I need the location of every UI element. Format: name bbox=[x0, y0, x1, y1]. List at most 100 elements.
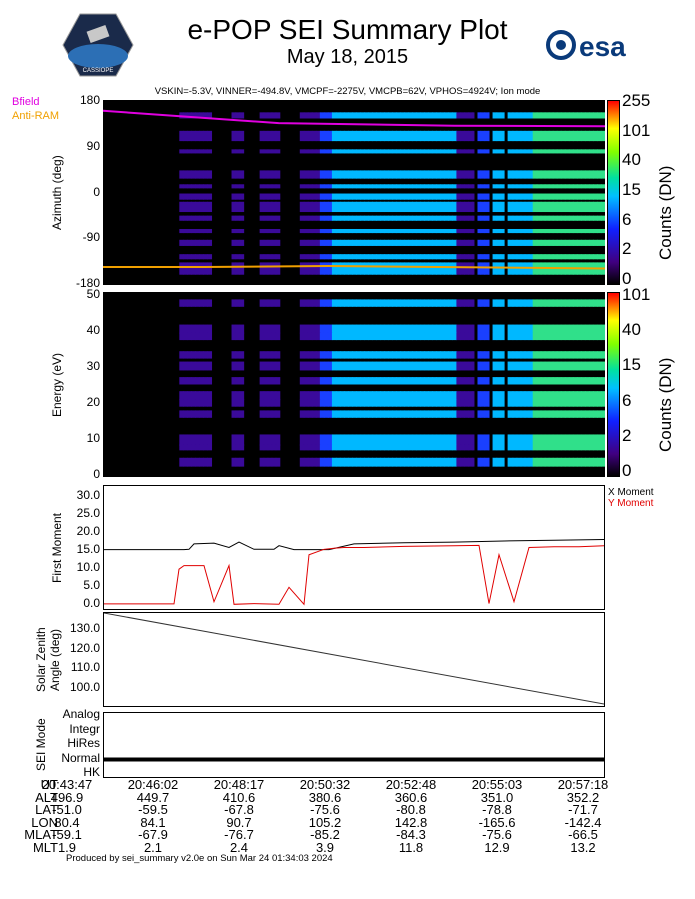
heatmap-cell bbox=[179, 228, 184, 234]
heatmap-cell bbox=[319, 254, 325, 260]
heatmap-cell bbox=[596, 184, 602, 189]
heatmap-cell bbox=[239, 130, 245, 142]
heatmap-cell bbox=[368, 184, 373, 189]
heatmap-cell bbox=[380, 324, 385, 334]
heatmap-cell bbox=[271, 399, 277, 407]
heatmap-cell bbox=[179, 299, 184, 307]
heatmap-cell bbox=[464, 391, 470, 401]
heatmap-cell bbox=[408, 228, 413, 234]
heatmap-cell bbox=[271, 444, 277, 451]
heatmap-cell bbox=[416, 193, 421, 200]
heatmap-cell bbox=[516, 457, 522, 467]
heatmap-cell bbox=[464, 228, 470, 234]
heatmap-cell bbox=[307, 130, 313, 142]
heatmap-cell bbox=[319, 228, 325, 234]
heatmap-cell bbox=[311, 201, 317, 213]
heatmap-cell bbox=[360, 254, 365, 260]
table-cell: -75.6 bbox=[482, 827, 512, 842]
colorbar-tick-label: 101 bbox=[622, 120, 651, 140]
heatmap-cell bbox=[319, 351, 325, 359]
heatmap-cell bbox=[436, 332, 441, 341]
heatmap-cell bbox=[476, 130, 482, 142]
heatmap-cell bbox=[452, 193, 458, 200]
heatmap-cell bbox=[307, 399, 313, 407]
heatmap-cell bbox=[195, 184, 200, 189]
table-cell: -51.0 bbox=[52, 802, 82, 817]
heatmap-cell bbox=[408, 410, 413, 418]
heatmap-cell bbox=[404, 239, 409, 246]
heatmap-cell bbox=[584, 112, 590, 119]
heatmap-cell bbox=[392, 193, 397, 200]
colorbar-tick-label: 6 bbox=[622, 390, 632, 410]
heatmap-cell bbox=[456, 299, 462, 307]
heatmap-cell bbox=[183, 193, 188, 200]
heatmap-cell bbox=[544, 444, 550, 451]
heatmap-cell bbox=[191, 112, 196, 119]
heatmap-cell bbox=[195, 399, 200, 407]
heatmap-cell bbox=[524, 324, 530, 334]
heatmap-cell bbox=[568, 201, 574, 213]
heatmap-cell bbox=[576, 130, 582, 142]
heatmap-cell bbox=[544, 299, 550, 307]
heatmap-cell bbox=[524, 444, 530, 451]
heatmap-cell bbox=[327, 391, 333, 401]
heatmap-cell bbox=[460, 361, 466, 371]
heatmap-cell bbox=[360, 457, 365, 467]
heatmap-cell bbox=[428, 262, 433, 275]
heatmap-cell bbox=[440, 410, 445, 418]
heatmap-cell bbox=[263, 299, 269, 307]
heatmap-cell bbox=[456, 457, 462, 467]
heatmap-cell bbox=[307, 262, 313, 275]
heatmap-cell bbox=[448, 444, 453, 451]
heatmap-cell bbox=[404, 262, 409, 275]
heatmap-cell bbox=[347, 215, 353, 221]
heatmap-cell bbox=[532, 201, 538, 213]
heatmap-cell bbox=[460, 149, 466, 154]
heatmap-cell bbox=[452, 410, 458, 418]
heatmap-cell bbox=[259, 112, 265, 119]
heatmap-cell bbox=[303, 444, 309, 451]
esa-logo: esa bbox=[545, 28, 655, 64]
heatmap-cell bbox=[195, 228, 200, 234]
heatmap-cell bbox=[307, 434, 313, 446]
data-gap bbox=[489, 292, 493, 477]
heatmap-cell bbox=[356, 410, 361, 418]
heatmap-cell bbox=[524, 332, 530, 341]
heatmap-cell bbox=[440, 332, 445, 341]
heatmap-cell bbox=[584, 149, 590, 154]
heatmap-cell bbox=[560, 254, 566, 260]
heatmap-cell bbox=[203, 361, 209, 371]
heatmap-cell bbox=[339, 193, 345, 200]
heatmap-cell bbox=[592, 201, 598, 213]
heatmap-cell bbox=[343, 215, 349, 221]
heatmap-cell bbox=[191, 201, 196, 213]
heatmap-cell bbox=[548, 149, 554, 154]
heatmap-cell bbox=[536, 149, 542, 154]
heatmap-cell bbox=[436, 215, 441, 221]
heatmap-cell bbox=[560, 457, 566, 467]
heatmap-cell bbox=[351, 361, 357, 371]
heatmap-cell bbox=[484, 332, 490, 341]
heatmap-cell bbox=[187, 444, 192, 451]
heatmap-cell bbox=[323, 130, 329, 142]
heatmap-cell bbox=[416, 324, 421, 334]
heatmap-cell bbox=[568, 184, 574, 189]
heatmap-cell bbox=[436, 254, 441, 260]
heatmap-cell bbox=[323, 332, 329, 341]
heatmap-cell bbox=[319, 170, 325, 179]
heatmap-cell bbox=[191, 299, 196, 307]
heatmap-cell bbox=[207, 170, 213, 179]
heatmap-cell bbox=[327, 130, 333, 142]
heatmap-cell bbox=[416, 351, 421, 359]
heatmap-cell bbox=[311, 112, 317, 119]
heatmap-cell bbox=[392, 184, 397, 189]
heatmap-cell bbox=[380, 361, 385, 371]
heatmap-cell bbox=[424, 361, 429, 371]
table-cell: 80.4 bbox=[54, 814, 80, 830]
heatmap-cell bbox=[592, 228, 598, 234]
heatmap-cell bbox=[452, 299, 458, 307]
heatmap-cell bbox=[572, 215, 578, 221]
heatmap-cell bbox=[376, 170, 381, 179]
heatmap-cell bbox=[384, 201, 389, 213]
heatmap-cell bbox=[343, 457, 349, 467]
